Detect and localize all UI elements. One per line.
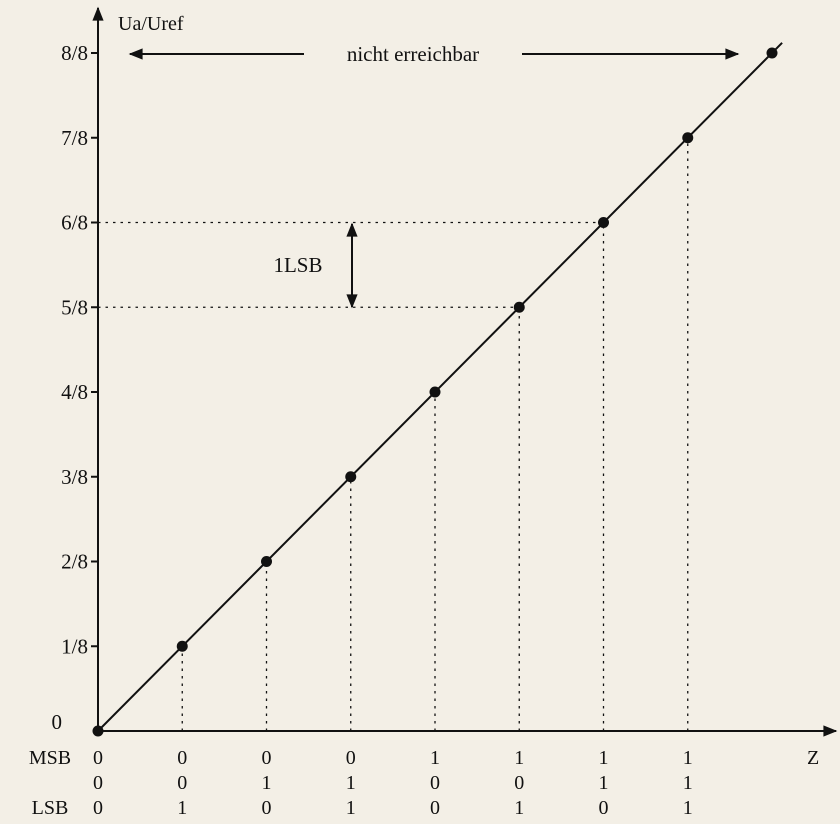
data-point xyxy=(598,217,609,228)
bit-value: 0 xyxy=(599,797,609,819)
axes xyxy=(92,6,838,737)
dotted-guides xyxy=(98,137,689,731)
y-ticks: 0 1/8 2/8 3/8 4/8 5/8 6/8 7/8 8/8 xyxy=(52,41,98,734)
bit-row-label: LSB xyxy=(32,797,69,819)
bit-code-table: MSB LSB 0 0 0 0 0 1 0 1 0 0 1 1 1 0 0 1 0 1 1 1 0 1 1 1 xyxy=(29,747,693,819)
y-tick-label: 7/8 xyxy=(61,126,88,150)
bit-value: 0 xyxy=(262,797,272,819)
bit-value: 0 xyxy=(514,772,524,794)
bit-value: 0 xyxy=(177,772,187,794)
bit-value: 1 xyxy=(262,772,272,794)
bit-value: 1 xyxy=(514,797,524,819)
data-point xyxy=(345,471,357,483)
bit-value: 0 xyxy=(93,797,103,819)
bit-value: 0 xyxy=(262,747,272,769)
bit-value: 1 xyxy=(177,797,187,819)
data-point xyxy=(92,725,104,737)
bit-value: 1 xyxy=(599,747,609,769)
bit-value: 0 xyxy=(93,772,103,794)
annotations: nicht erreichbar 1LSB xyxy=(128,42,740,309)
y-tick-label: 3/8 xyxy=(61,465,88,489)
bit-value: 0 xyxy=(430,772,440,794)
bit-value: 1 xyxy=(346,772,356,794)
series xyxy=(92,42,783,737)
data-point xyxy=(766,47,778,59)
bit-value: 1 xyxy=(683,797,693,819)
y-tick-label: 0 xyxy=(52,710,63,734)
y-axis-title: Ua/Uref xyxy=(118,13,184,35)
data-point xyxy=(513,301,525,313)
bit-value: 1 xyxy=(599,772,609,794)
y-tick-label: 1/8 xyxy=(61,634,88,658)
y-tick-label: 5/8 xyxy=(61,295,88,319)
y-tick-label: 4/8 xyxy=(61,380,88,404)
y-tick-label: 6/8 xyxy=(61,211,88,235)
unreachable-label: nicht erreichbar xyxy=(347,42,479,66)
bit-value: 1 xyxy=(514,747,524,769)
x-axis-title: Z xyxy=(807,747,819,769)
y-tick-label: 8/8 xyxy=(61,41,88,65)
bit-value: 1 xyxy=(683,772,693,794)
lsb-step-label: 1LSB xyxy=(273,253,322,277)
data-point xyxy=(429,386,441,398)
transfer-line xyxy=(97,42,783,732)
bit-value: 0 xyxy=(93,747,103,769)
data-point xyxy=(682,132,694,144)
bit-value: 1 xyxy=(346,797,356,819)
data-point xyxy=(261,556,272,567)
y-tick-label: 2/8 xyxy=(61,550,88,574)
bit-row-label: MSB xyxy=(29,747,71,769)
bit-value: 0 xyxy=(346,747,356,769)
bit-value: 0 xyxy=(177,747,187,769)
bit-value: 1 xyxy=(430,747,440,769)
bit-value: 1 xyxy=(683,747,693,769)
bit-value: 0 xyxy=(430,797,440,819)
data-point xyxy=(176,640,188,652)
